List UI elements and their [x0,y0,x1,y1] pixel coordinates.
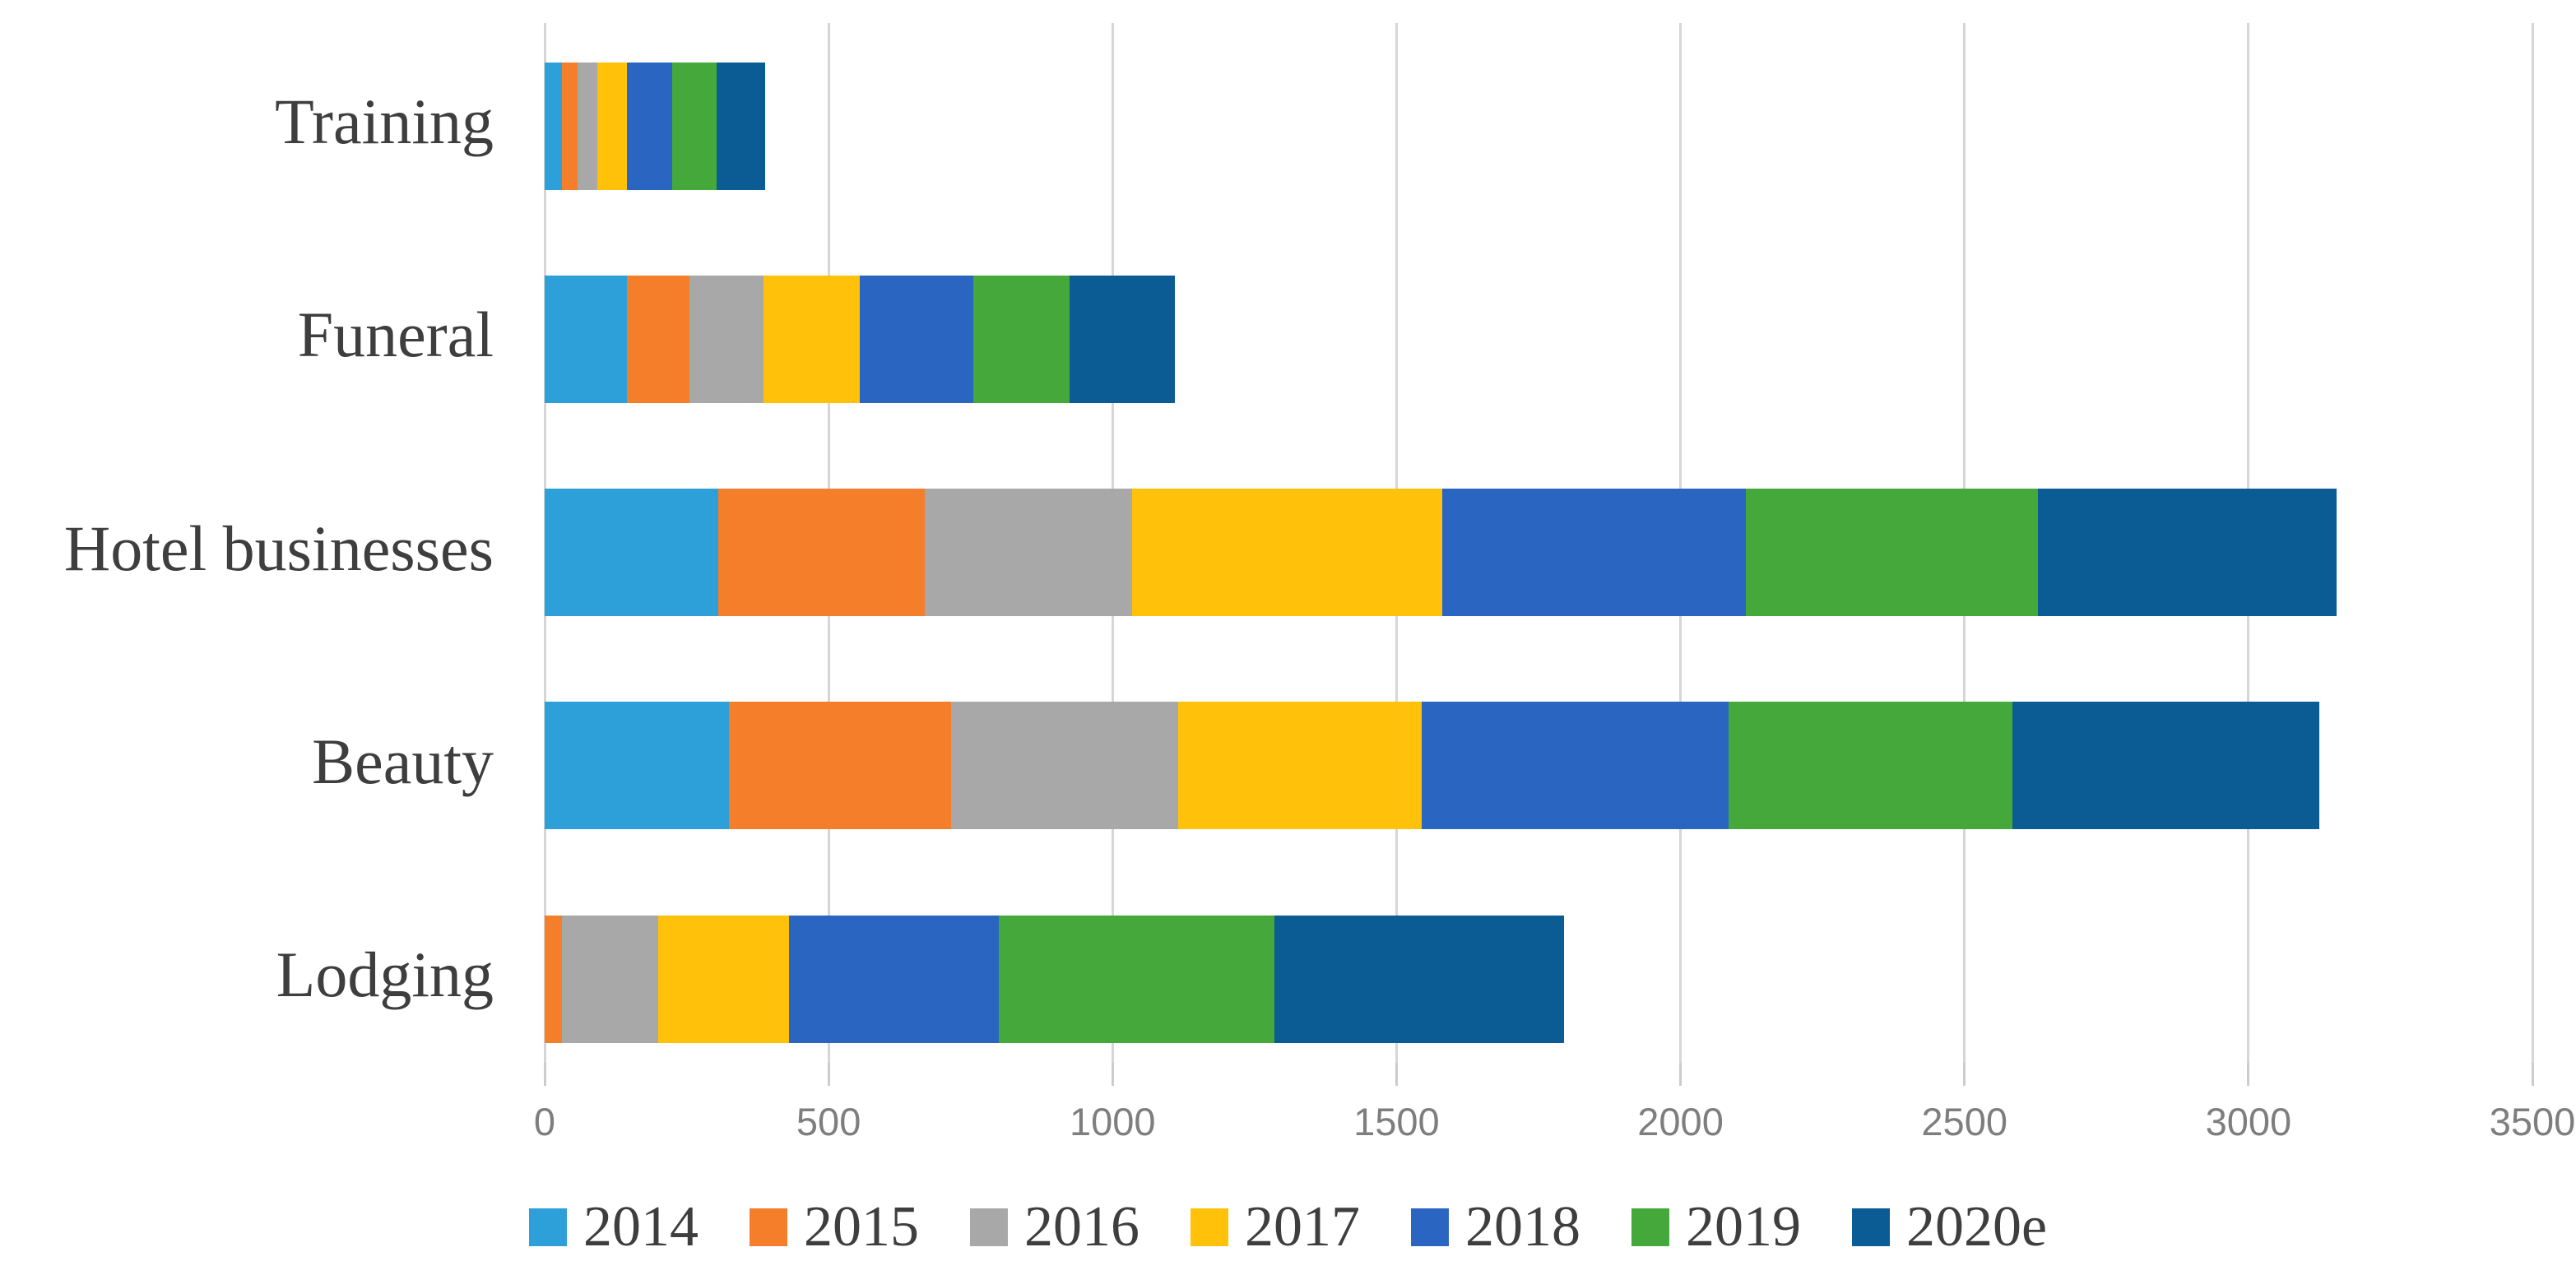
bar-segment-2019 [999,915,1274,1043]
bar-row [545,62,2532,190]
axis-tick [543,1063,546,1086]
legend-item-2014: 2014 [528,1194,699,1260]
bar-segment-2019 [672,62,717,190]
legend-item-2018: 2018 [1410,1194,1580,1260]
category-label: Hotel businesses [63,512,494,584]
x-tick-label: 3500 [2489,1100,2576,1143]
legend-swatch-icon [1631,1208,1669,1246]
bar-segment-2018 [627,62,673,190]
legend-swatch-icon [528,1208,567,1246]
bar-segment-2018 [1441,489,1746,616]
axis-tick [2531,1063,2534,1086]
legend-item-2019: 2019 [1631,1194,1801,1260]
axis-tick [1111,1063,1114,1086]
category-label: Lodging [276,939,494,1010]
bar-segment-2019 [1729,702,2013,830]
bar-segment-2017 [763,275,861,403]
bar-segment-2015 [717,489,926,616]
bar-segment-2017 [658,915,789,1043]
x-tick-label: 2000 [1637,1100,1724,1143]
bar-segment-2019 [1745,489,2039,616]
x-tick-label: 3000 [2205,1100,2292,1143]
bar-segment-2015 [729,702,951,830]
bar-segment-2020e [717,62,765,190]
bar-segment-2015 [545,915,562,1043]
legend-label: 2016 [1023,1195,1139,1259]
bar-row [545,915,2532,1043]
legend-label: 2020e [1905,1195,2048,1259]
axis-tick [1679,1063,1683,1086]
x-tick-label: 0 [533,1100,556,1143]
gridline [2531,23,2534,1063]
x-tick-label: 500 [796,1100,861,1143]
legend-swatch-icon [749,1208,787,1246]
bar-segment-2020e [2012,702,2320,830]
axis-tick [1395,1063,1398,1086]
axis-tick [2247,1063,2250,1086]
bar-segment-2015 [561,62,578,190]
legend-item-2015: 2015 [749,1194,919,1260]
bar-segment-2016 [578,62,598,190]
bar-segment-2016 [561,915,659,1043]
legend-label: 2017 [1244,1195,1360,1259]
bar-segment-2016 [689,275,764,403]
x-tick-label: 2500 [1921,1100,2007,1143]
legend-label: 2018 [1464,1195,1580,1259]
legend: 2014 2015 2016 2017 2018 2019 2020e [0,1194,2576,1260]
bar-segment-2014 [545,702,730,830]
legend-label: 2014 [583,1195,699,1259]
bar-segment-2014 [545,275,628,403]
bar-segment-2019 [973,275,1070,403]
bar-segment-2018 [788,915,1000,1043]
category-label: Beauty [312,725,494,797]
bar-segment-2015 [627,275,689,403]
legend-item-2017: 2017 [1190,1194,1360,1260]
bar-segment-2016 [950,702,1178,830]
bar-segment-2020e [2038,489,2337,616]
bar-segment-2017 [1132,489,1442,616]
legend-swatch-icon [969,1208,1008,1246]
x-tick-label: 1500 [1353,1100,1440,1143]
bar-segment-2020e [1274,915,1565,1043]
bar-segment-2018 [860,275,974,403]
legend-item-2016: 2016 [969,1194,1139,1260]
bar-segment-2014 [545,62,562,190]
legend-label: 2015 [803,1195,919,1259]
bar-segment-2017 [1177,702,1423,830]
bar-row [545,489,2532,616]
bar-row [545,702,2532,830]
x-tick-label: 1000 [1070,1100,1156,1143]
bar-segment-2018 [1422,702,1729,830]
legend-label: 2019 [1685,1195,1801,1259]
bar-row [545,275,2532,403]
axis-tick [1963,1063,1966,1086]
bar-segment-2016 [925,489,1133,616]
legend-swatch-icon [1410,1208,1449,1246]
legend-swatch-icon [1190,1208,1228,1246]
category-label: Training [275,86,494,157]
legend-swatch-icon [1851,1208,1890,1246]
bar-segment-2014 [545,489,718,616]
legend-item-2020e: 2020e [1851,1194,2048,1260]
axis-tick [827,1063,830,1086]
bar-segment-2017 [597,62,628,190]
bar-segment-2020e [1070,275,1176,403]
category-label: Funeral [297,299,494,371]
